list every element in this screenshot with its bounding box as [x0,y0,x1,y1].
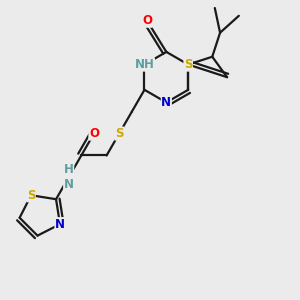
Text: N: N [161,96,171,109]
Text: H
N: H N [64,163,74,191]
Text: S: S [184,58,193,71]
Text: O: O [89,127,99,140]
Text: S: S [115,127,124,140]
Text: O: O [142,14,152,27]
Text: N: N [55,218,65,231]
Text: S: S [27,189,35,202]
Text: NH: NH [134,58,154,71]
